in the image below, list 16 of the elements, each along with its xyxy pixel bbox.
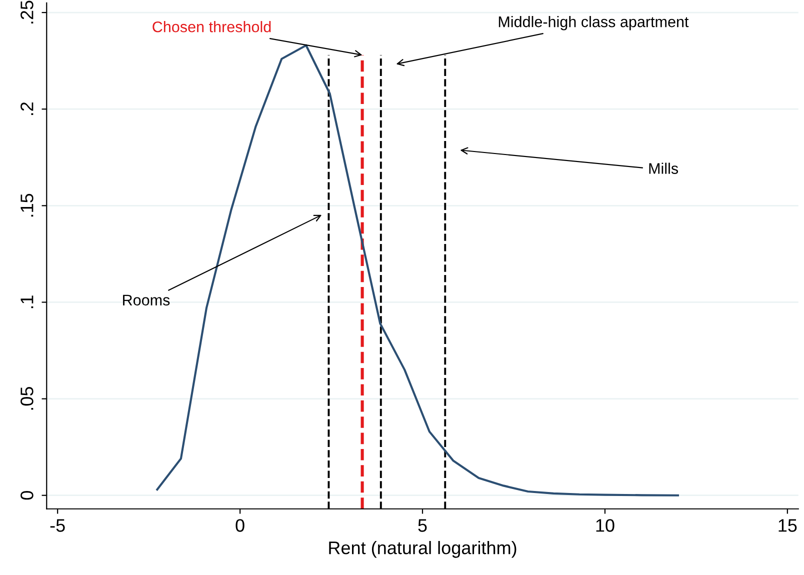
annotation: Mills	[649, 162, 678, 174]
y-tick-label: .05	[20, 386, 34, 410]
annotation: Chosen threshold	[152, 21, 271, 32]
annotation: Middle-high class apartment	[498, 16, 689, 30]
x-tick-label: 5	[418, 519, 427, 532]
x-tick-label: 0	[236, 519, 244, 532]
x-tick-label: 10	[596, 519, 614, 532]
x-tick-label: 15	[778, 519, 797, 532]
y-tick-label: .1	[20, 296, 34, 308]
x-axis-title: Rent (natural logarithm)	[329, 540, 516, 558]
annotation: Rooms	[123, 294, 170, 306]
y-tick-label: .25	[20, 0, 34, 24]
x-tick-label: -5	[50, 519, 65, 532]
y-tick-label: .15	[20, 194, 34, 217]
y-tick-label: 0	[20, 491, 34, 500]
y-tick-label: .2	[20, 102, 34, 115]
